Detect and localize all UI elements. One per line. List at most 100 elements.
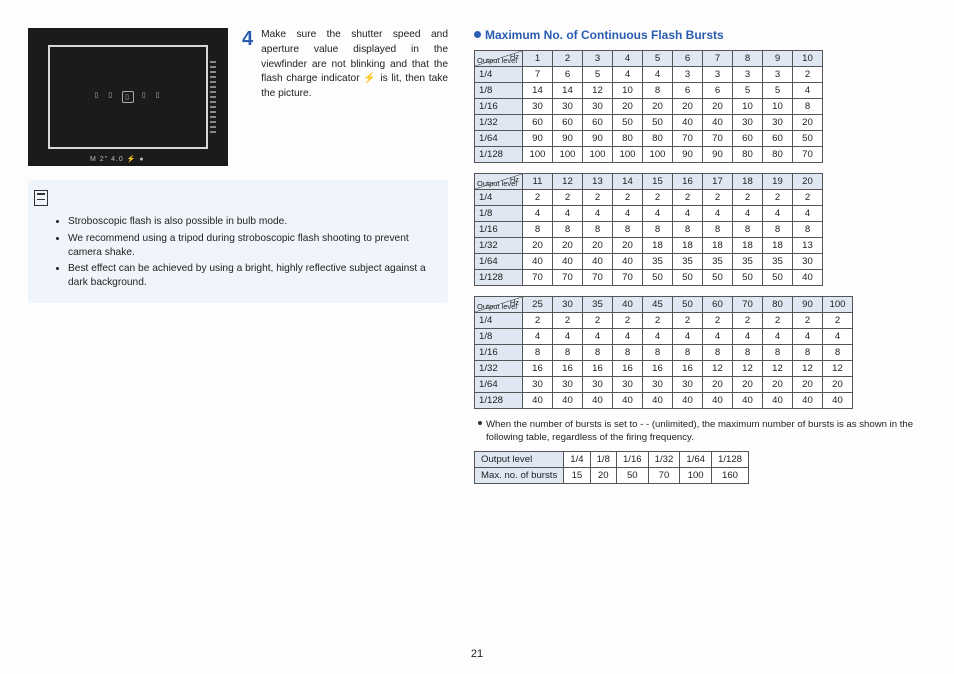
- burst-cell: 4: [733, 206, 763, 222]
- viewfinder-figure: ▯▯▯▯▯ M 2" 4.0 ⚡ ●: [28, 28, 228, 166]
- burst-cell: 2: [553, 313, 583, 329]
- hz-header: 13: [583, 174, 613, 190]
- burst-cell: 4: [793, 206, 823, 222]
- burst-cell: 2: [583, 313, 613, 329]
- exposure-scale-icon: [210, 61, 216, 135]
- burst-cell: 4: [703, 206, 733, 222]
- burst-cell: 2: [613, 313, 643, 329]
- hz-header: 35: [583, 297, 613, 313]
- burst-cell: 30: [583, 99, 613, 115]
- burst-cell: 6: [703, 83, 733, 99]
- hz-header: 17: [703, 174, 733, 190]
- hz-header: 6: [673, 51, 703, 67]
- output-level-header: 1/64: [475, 377, 523, 393]
- burst-cell: 20: [613, 238, 643, 254]
- burst-cell: 2: [733, 190, 763, 206]
- output-level-header: 1/64: [475, 131, 523, 147]
- burst-cell: 30: [553, 377, 583, 393]
- burst-cell: 14: [523, 83, 553, 99]
- burst-cell: 40: [703, 115, 733, 131]
- burst-cell: 70: [793, 147, 823, 163]
- burst-cell: 2: [673, 190, 703, 206]
- burst-cell: 70: [523, 270, 553, 286]
- burst-cell: 50: [703, 270, 733, 286]
- burst-cell: 50: [643, 115, 673, 131]
- burst-cell: 4: [763, 206, 793, 222]
- hz-header: 100: [823, 297, 853, 313]
- viewfinder-frame: ▯▯▯▯▯ M 2" 4.0 ⚡ ●: [48, 45, 208, 149]
- burst-cell: 40: [763, 393, 793, 409]
- burst-cell: 20: [823, 377, 853, 393]
- burst-cell: 7: [523, 67, 553, 83]
- unlim-cell: 1/32: [648, 451, 680, 467]
- burst-cell: 4: [793, 329, 823, 345]
- note-item: Best effect can be achieved by using a b…: [68, 262, 436, 290]
- burst-cell: 35: [703, 254, 733, 270]
- burst-cell: 90: [703, 147, 733, 163]
- burst-cell: 30: [583, 377, 613, 393]
- unlim-cell: 1/4: [564, 451, 590, 467]
- burst-cell: 2: [733, 313, 763, 329]
- burst-cell: 4: [613, 206, 643, 222]
- burst-cell: 4: [523, 329, 553, 345]
- burst-cell: 4: [553, 329, 583, 345]
- hz-header: 19: [763, 174, 793, 190]
- burst-cell: 5: [583, 67, 613, 83]
- burst-table-3: HzOutput level253035404550607080901001/4…: [474, 296, 926, 409]
- note-list: Stroboscopic flash is also possible in b…: [54, 215, 436, 290]
- unlim-label-max: Max. no. of bursts: [475, 467, 564, 483]
- output-level-header: 1/4: [475, 67, 523, 83]
- burst-cell: 8: [583, 222, 613, 238]
- af-points: ▯▯▯▯▯: [50, 91, 206, 103]
- burst-cell: 4: [523, 206, 553, 222]
- burst-cell: 2: [763, 313, 793, 329]
- burst-cell: 4: [673, 329, 703, 345]
- hz-header: 4: [613, 51, 643, 67]
- burst-cell: 18: [703, 238, 733, 254]
- hz-header: 11: [523, 174, 553, 190]
- burst-cell: 20: [583, 238, 613, 254]
- burst-cell: 13: [793, 238, 823, 254]
- burst-table-1: HzOutput level123456789101/476544333321/…: [474, 50, 926, 163]
- burst-cell: 4: [643, 67, 673, 83]
- page-number: 21: [0, 648, 954, 660]
- burst-cell: 8: [733, 222, 763, 238]
- burst-cell: 2: [793, 67, 823, 83]
- output-level-header: 1/64: [475, 254, 523, 270]
- hz-header: 40: [613, 297, 643, 313]
- hz-header: 90: [793, 297, 823, 313]
- burst-cell: 18: [763, 238, 793, 254]
- hz-header: 14: [613, 174, 643, 190]
- burst-cell: 12: [583, 83, 613, 99]
- burst-cell: 70: [673, 131, 703, 147]
- burst-cell: 50: [733, 270, 763, 286]
- burst-cell: 3: [763, 67, 793, 83]
- unlim-cell: 1/128: [712, 451, 749, 467]
- burst-cell: 5: [763, 83, 793, 99]
- burst-cell: 100: [643, 147, 673, 163]
- note-item: We recommend using a tripod during strob…: [68, 232, 436, 260]
- burst-cell: 2: [643, 190, 673, 206]
- hz-header: 60: [703, 297, 733, 313]
- burst-cell: 20: [733, 377, 763, 393]
- burst-cell: 4: [613, 67, 643, 83]
- unlim-cell: 1/8: [590, 451, 616, 467]
- burst-cell: 80: [643, 131, 673, 147]
- burst-cell: 18: [733, 238, 763, 254]
- burst-cell: 10: [733, 99, 763, 115]
- burst-cell: 70: [613, 270, 643, 286]
- burst-cell: 40: [553, 393, 583, 409]
- note-box: Stroboscopic flash is also possible in b…: [28, 180, 448, 303]
- hz-header: 70: [733, 297, 763, 313]
- burst-cell: 8: [793, 99, 823, 115]
- burst-cell: 40: [553, 254, 583, 270]
- burst-cell: 30: [553, 99, 583, 115]
- burst-cell: 8: [673, 222, 703, 238]
- unlim-cell: 160: [712, 467, 749, 483]
- burst-cell: 2: [823, 313, 853, 329]
- hz-header: 45: [643, 297, 673, 313]
- burst-table-2: HzOutput level111213141516171819201/4222…: [474, 173, 926, 286]
- burst-cell: 80: [613, 131, 643, 147]
- burst-cell: 6: [673, 83, 703, 99]
- burst-cell: 8: [643, 345, 673, 361]
